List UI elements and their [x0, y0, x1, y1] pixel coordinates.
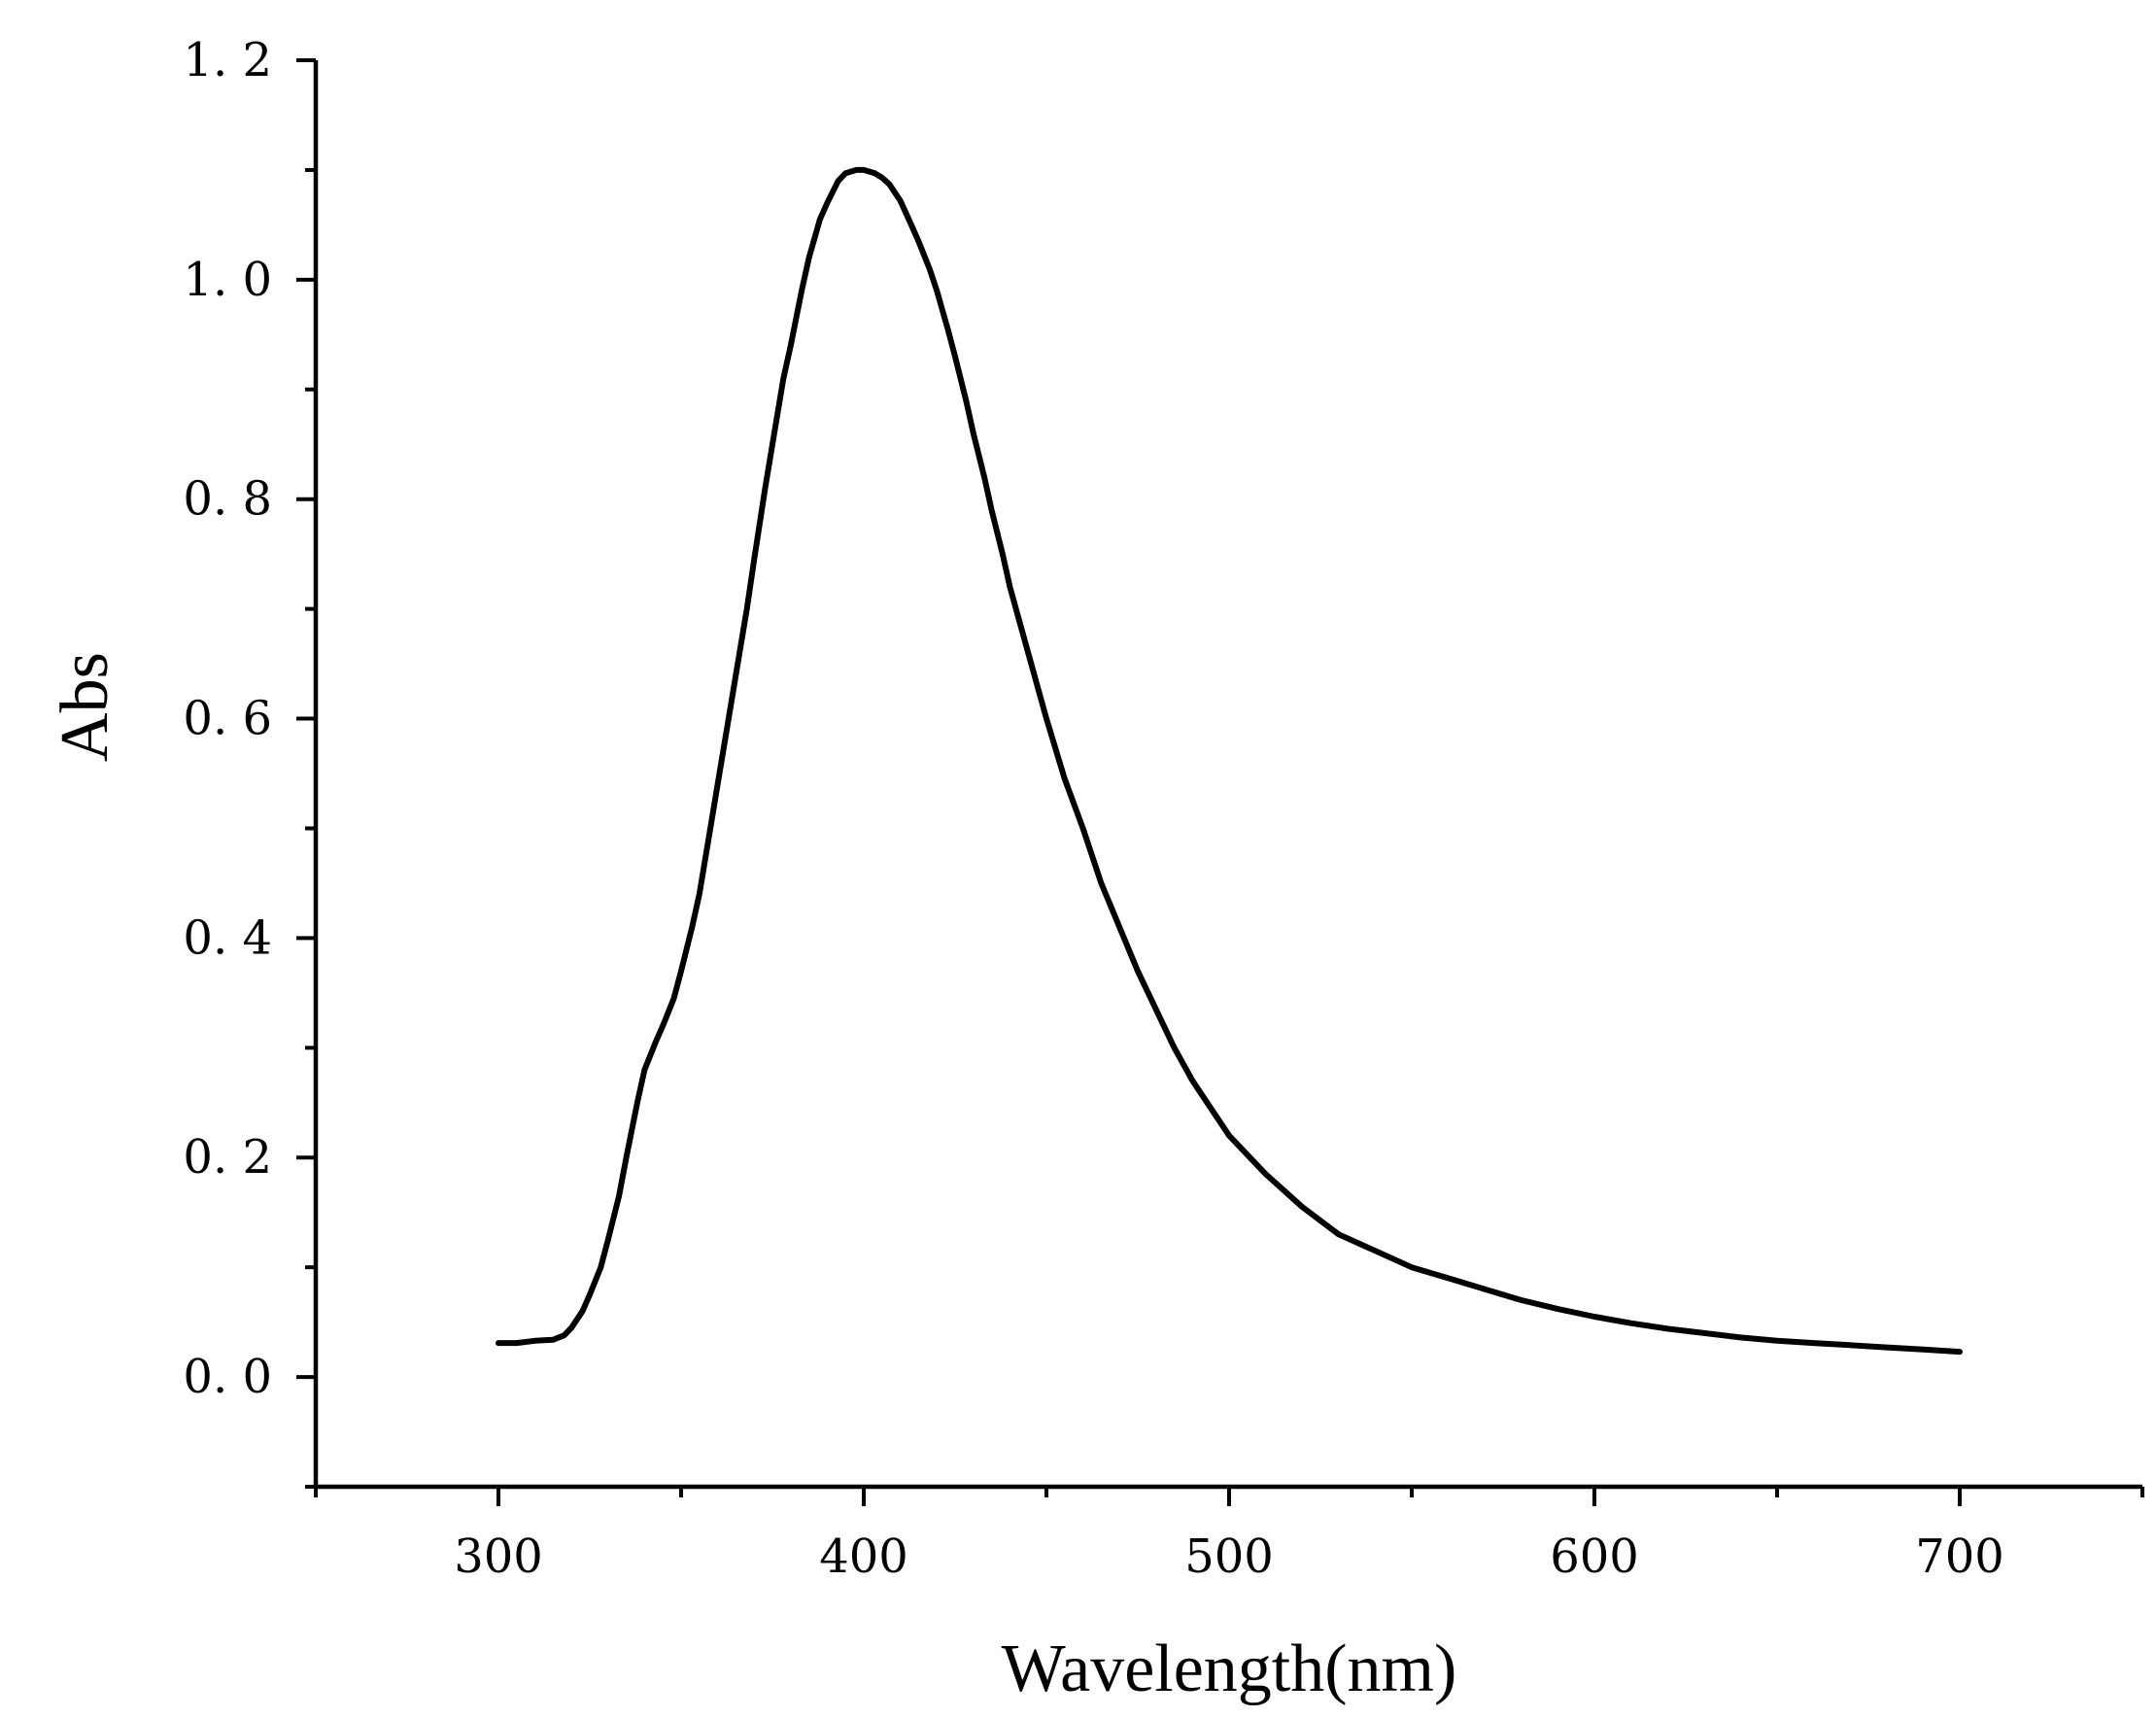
x-tick-label: 600 [1550, 1529, 1639, 1584]
x-tick-label: 300 [454, 1529, 543, 1584]
y-tick-label: 0. 0 [183, 1350, 272, 1404]
y-axis-title: Abs [48, 652, 122, 762]
x-tick-label: 700 [1915, 1529, 2004, 1584]
x-tick-label: 400 [819, 1529, 908, 1584]
x-tick-label: 500 [1184, 1529, 1274, 1584]
y-tick-label: 0. 6 [183, 692, 272, 746]
x-axis-title: Wavelength(nm) [1002, 1632, 1457, 1706]
y-minor-ticks [305, 167, 316, 1489]
y-tick-label: 0. 8 [183, 472, 272, 527]
y-tick-label: 1. 2 [183, 33, 272, 87]
y-tick-label: 0. 4 [183, 911, 272, 965]
y-tick-label: 0. 2 [183, 1130, 272, 1185]
y-major-ticks: 0. 0 0. 2 0. 4 0. 6 0. 8 1. 0 1. 2 [183, 33, 316, 1404]
x-major-ticks: 300 400 500 600 700 [454, 1487, 2004, 1584]
y-tick-label: 1. 0 [183, 253, 272, 307]
absorbance-series-line [496, 166, 1963, 1356]
